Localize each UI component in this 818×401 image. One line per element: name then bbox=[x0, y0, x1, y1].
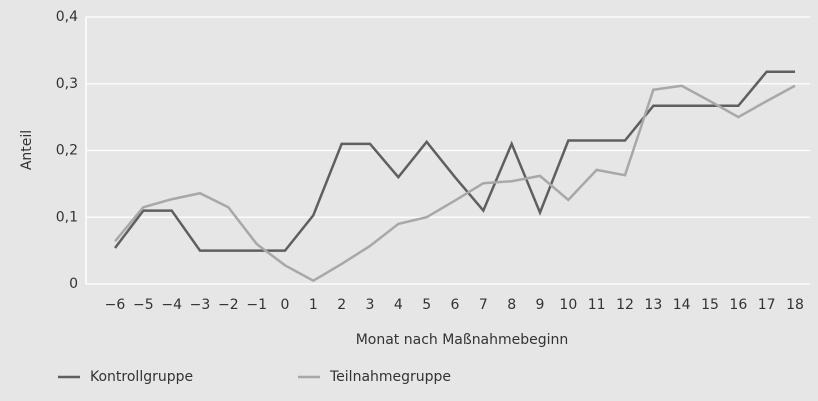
series-line bbox=[114, 84, 796, 283]
y-tick-label: 0,4 bbox=[56, 9, 78, 25]
y-tick-label: 0,3 bbox=[56, 76, 78, 92]
y-tick-label: 0,2 bbox=[56, 143, 78, 159]
x-tick-label: 11 bbox=[588, 297, 606, 313]
x-tick-label: 14 bbox=[673, 297, 691, 313]
x-tick-label: 2 bbox=[337, 297, 346, 313]
x-tick-label: 5 bbox=[422, 297, 431, 313]
x-tick-label: 7 bbox=[479, 297, 488, 313]
x-tick-label: −2 bbox=[218, 297, 239, 313]
x-tick-label: 8 bbox=[507, 297, 516, 313]
x-tick-label: 17 bbox=[758, 297, 776, 313]
legend-label: Teilnahmegruppe bbox=[329, 369, 451, 385]
y-axis-label: Anteil bbox=[19, 130, 35, 170]
x-tick-label: 18 bbox=[786, 297, 804, 313]
y-tick-label: 0 bbox=[69, 276, 78, 292]
x-tick-label: 6 bbox=[451, 297, 460, 313]
x-tick-label: 3 bbox=[366, 297, 375, 313]
x-tick-label: −4 bbox=[161, 297, 182, 313]
x-tick-label: 9 bbox=[536, 297, 545, 313]
x-tick-label: 16 bbox=[729, 297, 747, 313]
legend-label: Kontrollgruppe bbox=[90, 369, 193, 385]
x-tick-label: 1 bbox=[309, 297, 318, 313]
x-tick-label: −5 bbox=[133, 297, 154, 313]
x-tick-label: 12 bbox=[616, 297, 634, 313]
x-tick-label: 10 bbox=[559, 297, 577, 313]
x-tick-label: −3 bbox=[190, 297, 211, 313]
series-line bbox=[114, 70, 795, 252]
x-tick-label: 0 bbox=[281, 297, 290, 313]
x-tick-label: −6 bbox=[105, 297, 126, 313]
x-tick-label: 4 bbox=[394, 297, 403, 313]
y-tick-label: 0,1 bbox=[56, 209, 78, 225]
x-axis-label: Monat nach Maßnahmebeginn bbox=[356, 332, 569, 348]
x-tick-label: 15 bbox=[701, 297, 719, 313]
x-tick-label: −1 bbox=[246, 297, 267, 313]
x-tick-label: 13 bbox=[644, 297, 662, 313]
